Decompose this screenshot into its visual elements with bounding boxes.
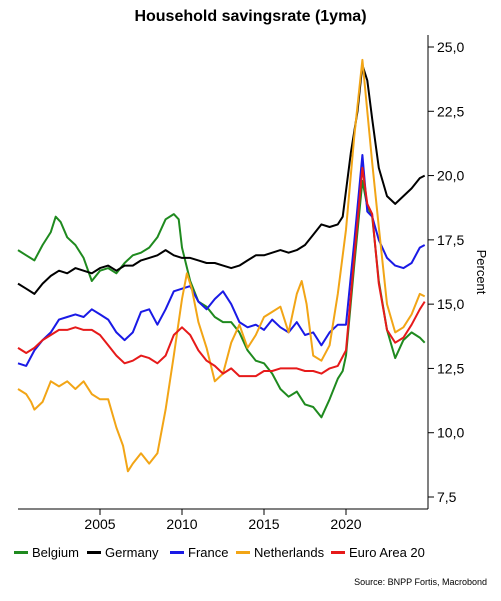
y-tick-label: 25,0 bbox=[437, 39, 464, 55]
series-line-netherlands bbox=[17, 58, 426, 473]
y-tick-label: 20,0 bbox=[437, 168, 464, 184]
y-tick-label: 10,0 bbox=[437, 425, 464, 441]
legend-item: Belgium bbox=[14, 545, 79, 560]
chart-title: Household savingsrate (1yma) bbox=[134, 8, 367, 25]
legend-item: Euro Area 20 bbox=[331, 545, 425, 560]
x-tick-label: 2005 bbox=[84, 516, 115, 532]
legend-label: Euro Area 20 bbox=[349, 545, 425, 560]
source-note: Source: BNPP Fortis, Macrobond bbox=[354, 577, 487, 587]
legend-swatch bbox=[14, 551, 28, 554]
y-axis-label: Percent bbox=[474, 250, 489, 295]
legend-swatch bbox=[331, 551, 345, 554]
legend: Belgium Germany France Netherlands Euro Area… bbox=[14, 545, 494, 565]
legend-item: France bbox=[170, 545, 228, 560]
legend-item: Germany bbox=[87, 545, 158, 560]
legend-label: France bbox=[188, 545, 229, 560]
y-tick-label: 17,5 bbox=[437, 232, 464, 248]
y-tick-label: 15,0 bbox=[437, 296, 464, 312]
legend-swatch bbox=[236, 551, 250, 554]
series-line-euro-area-20 bbox=[17, 166, 426, 378]
legend-label: Belgium bbox=[32, 545, 79, 560]
x-tick-label: 2015 bbox=[248, 516, 279, 532]
legend-label: Germany bbox=[105, 545, 159, 560]
legend-swatch bbox=[170, 551, 184, 554]
y-tick-label: 22,5 bbox=[437, 103, 464, 119]
legend-item: Netherlands bbox=[236, 545, 324, 560]
y-tick-label: 12,5 bbox=[437, 360, 464, 376]
legend-swatch bbox=[87, 551, 101, 554]
x-tick-label: 2020 bbox=[330, 516, 361, 532]
legend-label: Netherlands bbox=[254, 545, 325, 560]
y-tick-label: 7,5 bbox=[437, 489, 457, 505]
series-line-belgium bbox=[17, 179, 426, 419]
x-tick-label: 2010 bbox=[166, 516, 197, 532]
